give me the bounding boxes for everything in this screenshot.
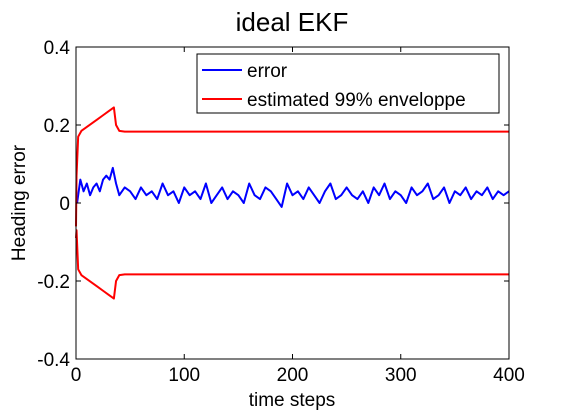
plot-area: 0 100 200 300 400 -0.4 -0.2 0 0.2 0.4 [37, 38, 525, 386]
legend: error estimated 99% enveloppe [196, 53, 500, 114]
legend-label-envelope: estimated 99% enveloppe [247, 90, 466, 111]
x-tick-label: 300 [385, 365, 417, 386]
x-tick-label: 400 [493, 365, 525, 386]
x-axis-label: time steps [249, 390, 336, 411]
y-tick-label: -0.2 [37, 272, 70, 293]
x-axis-ticks: 0 100 200 300 400 [71, 47, 525, 386]
series-line-envelope-lower [75, 229, 509, 300]
series-line-estimated-99-enveloppe [75, 106, 509, 227]
y-tick-label: 0.4 [44, 38, 71, 59]
x-tick-label: 0 [71, 365, 82, 386]
legend-box [196, 53, 500, 114]
y-tick-label: 0.2 [44, 116, 70, 137]
y-axis-label: Heading error [9, 144, 30, 261]
x-tick-label: 100 [168, 365, 200, 386]
y-tick-label: 0 [59, 194, 70, 215]
x-tick-label: 200 [277, 365, 309, 386]
legend-label-error: error [247, 61, 288, 82]
chart-title: ideal EKF [236, 7, 349, 37]
y-tick-label: -0.4 [37, 350, 70, 371]
series-line-error [76, 166, 510, 208]
y-axis-ticks: -0.4 -0.2 0 0.2 0.4 [37, 38, 509, 371]
series-layer [75, 106, 510, 300]
